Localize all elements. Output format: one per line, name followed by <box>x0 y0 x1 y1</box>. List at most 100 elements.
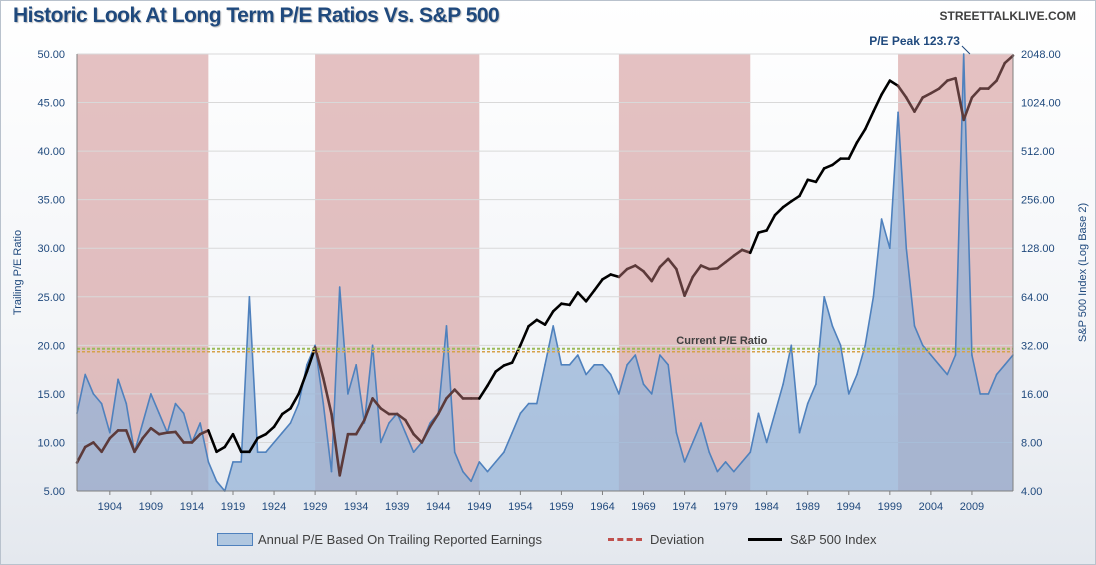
sp500-segment-1916 <box>207 429 218 454</box>
sp500-segment-1904 <box>108 429 120 440</box>
sp500-segment-2013 <box>1003 54 1015 65</box>
sp500-segment-1900 <box>75 445 87 464</box>
pe-peak-annotation: P/E Peak 123.73 <box>869 34 960 48</box>
pe-point-1995 <box>856 373 858 376</box>
sp500-segment-1997 <box>872 93 883 113</box>
legend-swatch-pe <box>217 533 253 546</box>
pe-point-1936 <box>371 344 374 347</box>
sp500-segment-1960 <box>568 291 580 307</box>
pe-point-1953 <box>511 431 513 434</box>
pe-point-1974 <box>683 461 686 463</box>
pe-point-1954 <box>519 412 522 415</box>
sp500-segment-1964 <box>601 273 612 281</box>
pe-point-1986 <box>782 383 784 385</box>
sp500-segment-1944 <box>436 397 448 416</box>
sp500-segment-1931 <box>330 412 342 477</box>
sp500-segment-2004 <box>929 87 941 95</box>
sp500-segment-1972 <box>666 257 678 271</box>
x-tick-label: 1954 <box>508 501 532 513</box>
x-tick-label: 1949 <box>467 501 491 513</box>
sp500-segment-1935 <box>363 397 374 422</box>
pe-point-1984 <box>765 441 768 444</box>
pe-point-1956 <box>535 402 538 405</box>
legend-item-pe: Annual P/E Based On Trailing Reported Ea… <box>217 532 542 547</box>
pe-point-1924 <box>273 441 275 444</box>
pe-point-1927 <box>297 402 300 405</box>
pe-point-1933 <box>347 393 349 395</box>
pe-point-1983 <box>757 412 760 415</box>
pe-point-2007 <box>954 354 957 356</box>
sp500-segment-1988 <box>798 178 810 198</box>
sp500-segment-1908 <box>141 426 153 440</box>
pe-point-1948 <box>470 480 472 483</box>
sp500-segment-1981 <box>740 248 752 255</box>
sp500-segment-2002 <box>913 96 924 113</box>
x-tick-label: 1939 <box>385 501 409 513</box>
pe-point-2012 <box>995 373 998 376</box>
pe-peak-leader <box>961 45 971 55</box>
legend-swatch-sp500 <box>748 538 782 541</box>
pe-point-1941 <box>412 451 415 453</box>
pe-point-1909 <box>150 393 152 395</box>
pe-point-1910 <box>158 412 160 415</box>
pe-point-1922 <box>256 451 259 453</box>
pe-point-1957 <box>544 363 546 366</box>
pe-point-1938 <box>388 422 390 424</box>
y-right-tick-label: 512.00 <box>1021 146 1055 158</box>
sp500-segment-1980 <box>732 248 744 258</box>
pe-point-1965 <box>609 373 612 376</box>
sp500-segment-2009 <box>970 87 982 99</box>
y-left-tick-label: 40.00 <box>37 146 65 158</box>
pe-point-1958 <box>552 325 555 327</box>
sp500-segment-1955 <box>527 318 539 328</box>
x-tick-label: 1979 <box>713 501 737 513</box>
pe-point-1992 <box>831 325 834 327</box>
sp500-segment-1914 <box>190 432 202 444</box>
pe-point-1996 <box>864 344 867 347</box>
pe-point-1932 <box>338 286 341 288</box>
pe-point-1972 <box>667 363 669 366</box>
pe-point-2009 <box>971 354 973 356</box>
sp500-segment-1979 <box>724 254 736 264</box>
sp500-segment-1989 <box>806 178 818 184</box>
pe-point-2004 <box>930 354 932 356</box>
pe-point-1962 <box>585 373 587 376</box>
x-tick-label: 1919 <box>221 501 245 513</box>
pe-point-1959 <box>560 363 563 366</box>
y-right-tick-label: 128.00 <box>1021 243 1055 255</box>
sp500-segment-1990 <box>814 167 826 184</box>
pe-point-1955 <box>527 402 530 405</box>
y-left-tick-label: 20.00 <box>37 340 65 352</box>
sp500-segment-1925 <box>280 407 292 416</box>
sp500-segment-1922 <box>256 432 268 440</box>
pe-point-1993 <box>839 344 842 347</box>
sp500-segment-1926 <box>289 392 300 410</box>
pe-point-1975 <box>691 441 694 444</box>
pe-point-2010 <box>979 393 981 395</box>
sp500-segment-1901 <box>83 441 95 449</box>
pe-point-1926 <box>289 422 292 424</box>
x-tick-label: 1974 <box>672 501 696 513</box>
pe-point-1917 <box>215 480 218 483</box>
pe-area <box>77 54 1013 491</box>
pe-point-1991 <box>823 295 825 298</box>
x-tick-label: 2009 <box>960 501 984 513</box>
x-tick-label: 1929 <box>303 501 327 513</box>
sp500-segment-1968 <box>634 264 645 273</box>
pe-point-1928 <box>306 363 308 366</box>
sp500-segment-1902 <box>92 441 103 454</box>
sp500-segment-1930 <box>322 376 333 416</box>
pe-point-1930 <box>322 402 325 405</box>
sp500-segment-1937 <box>379 407 391 416</box>
sp500-segment-1952 <box>502 361 514 367</box>
sp500-segment-1975 <box>691 264 703 279</box>
sp500-segment-1918 <box>223 432 235 449</box>
pe-point-1949 <box>478 461 481 463</box>
sp500-segment-1971 <box>658 257 670 269</box>
sp500-segment-1958 <box>551 302 563 313</box>
y-left-tick-label: 5.00 <box>44 486 65 498</box>
pe-point-1906 <box>125 402 128 405</box>
sp500-segment-1929 <box>313 346 325 380</box>
sp500-segment-1986 <box>781 200 793 209</box>
